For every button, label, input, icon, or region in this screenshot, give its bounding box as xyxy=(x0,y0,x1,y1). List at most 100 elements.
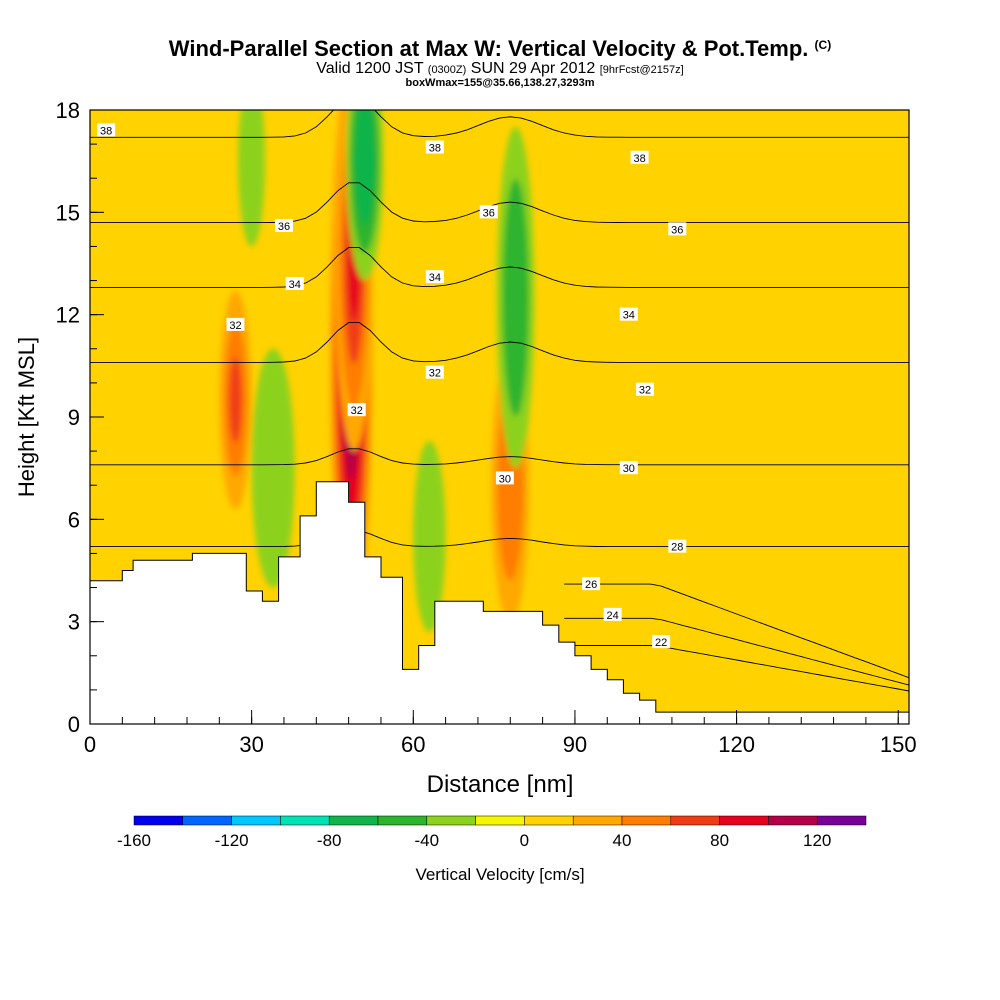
velocity-blob xyxy=(359,125,371,198)
colorbar-tick-label: -40 xyxy=(415,831,440,850)
velocity-blob xyxy=(244,112,260,210)
contour-label: 26 xyxy=(582,577,601,591)
contour-label-bg xyxy=(630,150,649,164)
theta-contour-line xyxy=(90,182,909,224)
contour-label-bg xyxy=(226,317,245,331)
y-tick-label: 3 xyxy=(68,610,80,635)
x-tick-label: 90 xyxy=(563,732,587,757)
colorbar-swatch xyxy=(816,815,867,826)
colorbar-swatch xyxy=(768,815,818,826)
theta-contour-line xyxy=(90,530,909,548)
y-axis-label: Height [Kft MSL] xyxy=(14,337,39,497)
contour-label: 32 xyxy=(226,317,245,332)
x-axis-label: Distance [nm] xyxy=(427,771,574,798)
contour-label-bg xyxy=(668,222,687,236)
x-tick-label: 30 xyxy=(239,732,263,757)
colorbar-swatch xyxy=(426,815,476,826)
contour-label-text: 36 xyxy=(671,224,683,236)
contour-label-bg xyxy=(635,382,654,396)
contour-label-bg xyxy=(479,205,498,219)
colorbar-tick-label: 0 xyxy=(520,831,529,850)
contour-label: 34 xyxy=(285,276,304,291)
contour-label-text: 38 xyxy=(429,143,441,155)
contour-label-text: 32 xyxy=(639,385,651,397)
theta-contours xyxy=(90,110,909,692)
theta-contour-line xyxy=(90,448,909,466)
colorbar-swatch xyxy=(133,815,184,826)
contour-label-text: 38 xyxy=(633,153,645,165)
theta-contour-line xyxy=(564,583,909,679)
contour-label-text: 30 xyxy=(499,473,511,485)
colorbar-tick-label: 120 xyxy=(803,831,831,850)
theta-contour-line xyxy=(90,110,909,138)
contour-label: 38 xyxy=(630,150,649,165)
colorbar-swatch xyxy=(719,815,769,826)
contour-label-text: 26 xyxy=(585,579,597,591)
terrain xyxy=(89,481,910,725)
velocity-blob xyxy=(508,230,524,365)
y-tick-label: 18 xyxy=(56,98,80,123)
theta-contour-line xyxy=(90,247,909,288)
contour-label-bg xyxy=(619,461,638,475)
contour-label-bg xyxy=(495,471,514,485)
contour-label-bg xyxy=(274,218,293,232)
contour-label: 32 xyxy=(347,403,366,417)
contour-labels: 38 38 38 36 36 36 34 34 34 32 32 32 32 30 30 28 26 24 22 xyxy=(97,123,687,649)
colorbar-swatch xyxy=(670,815,720,826)
contour-label-bg xyxy=(425,365,444,379)
title-mark: (C) xyxy=(814,38,832,52)
colorbar-swatch xyxy=(280,815,330,826)
contour-label-text: 24 xyxy=(607,610,619,622)
contour-label-text: 36 xyxy=(483,207,495,219)
contour-label-text: 28 xyxy=(671,542,683,554)
contour-label: 34 xyxy=(425,270,444,284)
contour-label-text: 38 xyxy=(100,125,112,137)
contour-label-text: 34 xyxy=(289,279,301,291)
velocity-blob xyxy=(229,356,242,443)
colorbar-tick-label: -80 xyxy=(317,831,342,850)
contour-label-text: 34 xyxy=(429,272,441,284)
contour-label: 38 xyxy=(425,140,444,155)
y-tick-label: 6 xyxy=(68,507,80,532)
contour-label-bg xyxy=(425,140,444,154)
colorbar-swatch xyxy=(328,815,379,826)
x-tick-label: 120 xyxy=(718,732,755,757)
contour-label: 28 xyxy=(668,539,687,554)
y-tick-label: 15 xyxy=(56,200,80,225)
contour-label-text: 30 xyxy=(623,463,635,475)
contour-label-bg xyxy=(425,270,444,284)
colorbar-swatch xyxy=(231,815,281,826)
theta-contour-line xyxy=(90,322,909,363)
y-tick-label: 9 xyxy=(68,405,80,430)
contour-label-bg xyxy=(347,403,366,417)
contour-label-text: 32 xyxy=(429,368,441,380)
contour-label-bg xyxy=(603,607,622,621)
contour-label: 24 xyxy=(603,607,622,622)
contour-label-text: 22 xyxy=(655,637,667,649)
contour-label-text: 36 xyxy=(278,221,290,233)
x-tick-label: 60 xyxy=(401,732,425,757)
colorbar-tick-label: 80 xyxy=(710,831,729,850)
contour-label: 22 xyxy=(652,635,671,649)
colorbar-tick-label: 40 xyxy=(613,831,632,850)
contour-label: 36 xyxy=(274,218,293,233)
x-tick-label: 0 xyxy=(84,732,96,757)
colorbar-swatch xyxy=(475,815,525,826)
colorbar-swatch xyxy=(572,815,623,826)
chart-title: Wind-Parallel Section at Max W: Vertical… xyxy=(168,36,832,61)
colorbar: -160 -120 -80 -40 0 40 80 120 xyxy=(117,815,867,850)
contour-label-bg xyxy=(619,307,638,321)
contour-label-bg xyxy=(582,577,601,591)
contour-label-bg xyxy=(97,123,116,137)
contour-label: 36 xyxy=(668,222,687,236)
colorbar-label: Vertical Velocity [cm/s] xyxy=(415,865,584,884)
contour-label: 32 xyxy=(425,365,444,380)
velocity-blob xyxy=(261,400,286,536)
y-tick-label: 12 xyxy=(56,303,80,328)
colorbar-tick-label: -160 xyxy=(117,831,151,850)
contour-label-text: 32 xyxy=(351,405,363,417)
contour-label-bg xyxy=(668,539,687,553)
contour-label-bg xyxy=(285,276,304,290)
